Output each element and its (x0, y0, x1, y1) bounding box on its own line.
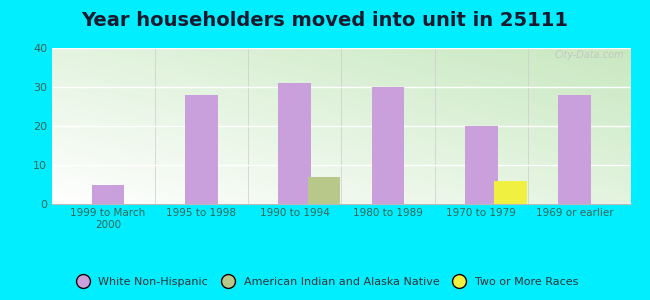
Bar (92, 184, 124, 204)
Text: Year householders moved into unit in 25111: Year householders moved into unit in 251… (81, 11, 569, 29)
Bar (372, 87, 404, 204)
Text: City-Data.com: City-Data.com (555, 50, 625, 60)
Bar (307, 177, 341, 204)
Bar (465, 126, 497, 204)
Legend: White Non-Hispanic, American Indian and Alaska Native, Two or More Races: White Non-Hispanic, American Indian and … (67, 273, 583, 291)
Bar (278, 83, 311, 204)
Bar (558, 95, 591, 204)
Bar (185, 95, 218, 204)
Bar (494, 181, 527, 204)
